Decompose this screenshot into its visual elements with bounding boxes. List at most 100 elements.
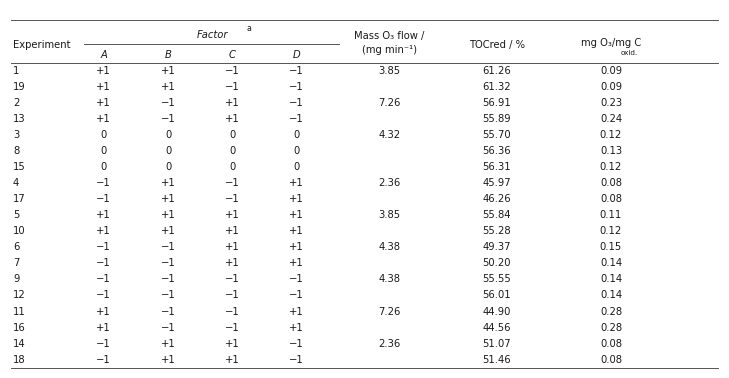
- Text: Experiment: Experiment: [13, 40, 71, 50]
- Text: 56.36: 56.36: [483, 146, 511, 156]
- Text: 9: 9: [13, 274, 20, 285]
- Text: 4: 4: [13, 178, 19, 188]
- Text: +1: +1: [289, 307, 304, 316]
- Text: +1: +1: [160, 66, 176, 76]
- Text: +1: +1: [160, 178, 176, 188]
- Text: 17: 17: [13, 194, 26, 204]
- Text: +1: +1: [225, 98, 240, 108]
- Text: −1: −1: [289, 274, 304, 285]
- Text: 61.26: 61.26: [483, 66, 511, 76]
- Text: −1: −1: [160, 274, 176, 285]
- Text: 0: 0: [101, 146, 107, 156]
- Text: +1: +1: [96, 210, 111, 220]
- Text: 55.55: 55.55: [483, 274, 511, 285]
- Text: +1: +1: [225, 114, 240, 124]
- Text: 19: 19: [13, 82, 26, 92]
- Text: −1: −1: [96, 178, 111, 188]
- Text: 11: 11: [13, 307, 26, 316]
- Text: −1: −1: [160, 307, 176, 316]
- Text: 56.01: 56.01: [483, 291, 511, 301]
- Text: 0.24: 0.24: [600, 114, 622, 124]
- Text: −1: −1: [289, 114, 304, 124]
- Text: +1: +1: [289, 259, 304, 268]
- Text: A: A: [101, 50, 107, 60]
- Text: 2: 2: [13, 98, 20, 108]
- Text: 3: 3: [13, 130, 19, 140]
- Text: 0.08: 0.08: [600, 355, 622, 365]
- Text: +1: +1: [96, 307, 111, 316]
- Text: −1: −1: [160, 98, 176, 108]
- Text: mg O₃/mg C: mg O₃/mg C: [581, 38, 641, 48]
- Text: 55.89: 55.89: [483, 114, 511, 124]
- Text: 61.32: 61.32: [483, 82, 511, 92]
- Text: 5: 5: [13, 210, 20, 220]
- Text: 0.08: 0.08: [600, 178, 622, 188]
- Text: oxid.: oxid.: [620, 50, 637, 56]
- Text: 0.12: 0.12: [600, 162, 622, 172]
- Text: Mass O₃ flow /
(mg min⁻¹): Mass O₃ flow / (mg min⁻¹): [354, 31, 425, 55]
- Text: +1: +1: [160, 339, 176, 349]
- Text: 0: 0: [229, 130, 235, 140]
- Text: −1: −1: [289, 291, 304, 301]
- Text: 0: 0: [294, 162, 300, 172]
- Text: 49.37: 49.37: [483, 242, 511, 253]
- Text: 0.08: 0.08: [600, 194, 622, 204]
- Text: +1: +1: [160, 194, 176, 204]
- Text: Factor: Factor: [197, 30, 228, 40]
- Text: +1: +1: [225, 242, 240, 253]
- Text: 46.26: 46.26: [483, 194, 511, 204]
- Text: 55.28: 55.28: [483, 226, 511, 236]
- Text: +1: +1: [160, 226, 176, 236]
- Text: +1: +1: [289, 194, 304, 204]
- Text: −1: −1: [225, 178, 240, 188]
- Text: C: C: [229, 50, 236, 60]
- Text: 55.70: 55.70: [483, 130, 511, 140]
- Text: +1: +1: [225, 339, 240, 349]
- Text: +1: +1: [160, 210, 176, 220]
- Text: 0.28: 0.28: [600, 322, 622, 333]
- Text: −1: −1: [289, 82, 304, 92]
- Text: 0.23: 0.23: [600, 98, 622, 108]
- Text: 4.38: 4.38: [378, 242, 400, 253]
- Text: 0.09: 0.09: [600, 82, 622, 92]
- Text: 16: 16: [13, 322, 26, 333]
- Text: 4.38: 4.38: [378, 274, 400, 285]
- Text: 0.28: 0.28: [600, 307, 622, 316]
- Text: −1: −1: [96, 242, 111, 253]
- Text: 51.07: 51.07: [483, 339, 511, 349]
- Text: −1: −1: [225, 66, 240, 76]
- Text: 44.90: 44.90: [483, 307, 511, 316]
- Text: 0.08: 0.08: [600, 339, 622, 349]
- Text: B: B: [165, 50, 171, 60]
- Text: 56.91: 56.91: [483, 98, 511, 108]
- Text: 44.56: 44.56: [483, 322, 511, 333]
- Text: −1: −1: [96, 355, 111, 365]
- Text: +1: +1: [96, 226, 111, 236]
- Text: −1: −1: [96, 274, 111, 285]
- Text: 1: 1: [13, 66, 20, 76]
- Text: +1: +1: [96, 82, 111, 92]
- Text: +1: +1: [96, 114, 111, 124]
- Text: 45.97: 45.97: [483, 178, 511, 188]
- Text: 3.85: 3.85: [378, 66, 400, 76]
- Text: 2.36: 2.36: [378, 178, 401, 188]
- Text: TOCred / %: TOCred / %: [469, 40, 525, 50]
- Text: +1: +1: [96, 66, 111, 76]
- Text: 0: 0: [101, 130, 107, 140]
- Text: 14: 14: [13, 339, 26, 349]
- Text: −1: −1: [160, 291, 176, 301]
- Text: 0: 0: [229, 146, 235, 156]
- Text: +1: +1: [96, 322, 111, 333]
- Text: +1: +1: [289, 242, 304, 253]
- Text: −1: −1: [96, 259, 111, 268]
- Text: −1: −1: [289, 98, 304, 108]
- Text: −1: −1: [225, 307, 240, 316]
- Text: 0.11: 0.11: [600, 210, 622, 220]
- Text: −1: −1: [160, 259, 176, 268]
- Text: 0: 0: [294, 146, 300, 156]
- Text: 0.14: 0.14: [600, 291, 622, 301]
- Text: −1: −1: [225, 291, 240, 301]
- Text: +1: +1: [225, 226, 240, 236]
- Text: −1: −1: [225, 82, 240, 92]
- Text: 18: 18: [13, 355, 26, 365]
